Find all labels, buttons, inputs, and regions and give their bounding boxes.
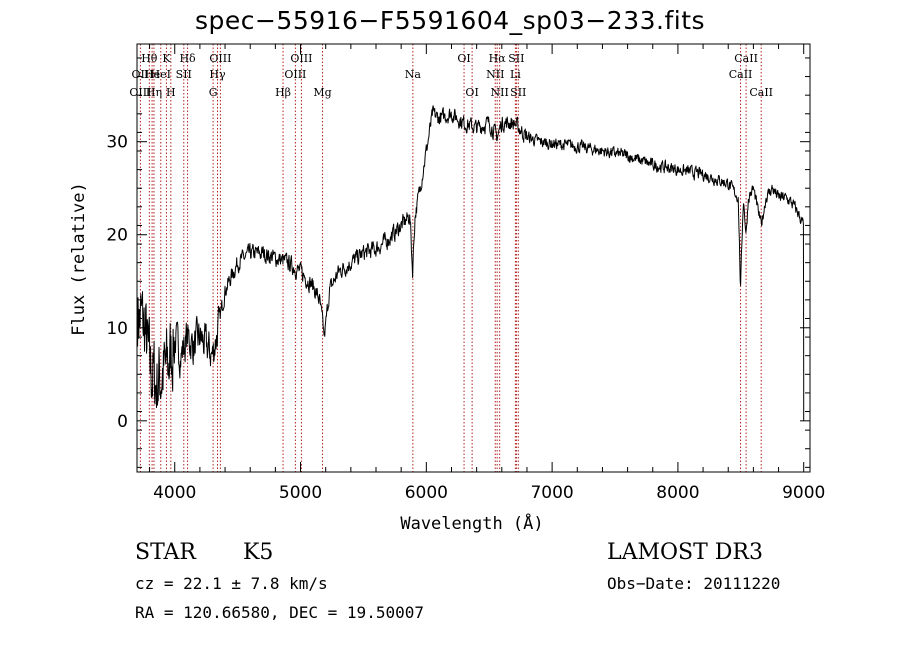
emission-line-labels: Hθ OII OIII He Hη K HeI H Hδ SII OIII Hγ G Hβ OIII OIII… (129, 52, 773, 99)
line-label: Na (405, 68, 422, 81)
object-subclass: K5 (243, 540, 274, 565)
line-label: Hα (489, 52, 507, 65)
line-label: K (162, 52, 171, 65)
line-label: Hθ (141, 52, 158, 65)
y-tick-label: 20 (106, 226, 128, 246)
survey-name: LAMOST DR3 (607, 540, 763, 565)
line-label: OII (132, 68, 150, 81)
line-label: HeI (151, 68, 171, 81)
line-label: CaII (734, 52, 758, 65)
line-label: Hγ (209, 68, 226, 81)
line-label: Hη (146, 86, 162, 99)
x-axis-label: Wavelength (Å) (400, 512, 543, 534)
y-tick-label: 30 (106, 133, 128, 153)
y-axis-label: Flux (relative) (69, 182, 89, 336)
emission-line-markers (139, 44, 762, 472)
line-label: SII (176, 68, 192, 81)
x-tick-label: 9000 (782, 483, 825, 503)
x-tick-label: 6000 (405, 483, 448, 503)
line-label: Hδ (179, 52, 196, 65)
x-tick-label: 8000 (656, 483, 699, 503)
line-label: NII (486, 68, 504, 81)
line-label: SII (510, 86, 526, 99)
x-tick-label: 5000 (279, 483, 322, 503)
line-label: OIII (209, 52, 231, 65)
line-label: Li (510, 68, 521, 81)
y-tick-label: 10 (106, 319, 128, 339)
ra-dec-coordinates: RA = 120.66580, DEC = 19.50007 (135, 603, 424, 622)
x-tick-label: 7000 (530, 483, 573, 503)
line-label: Mg (313, 86, 331, 99)
observation-date: Obs−Date: 20111220 (607, 574, 781, 593)
object-class: STAR (135, 540, 196, 565)
spectrum-line (137, 105, 805, 421)
spectrum-path (137, 105, 805, 421)
chart-title: spec−55916−F5591604_sp03−233.fits (194, 6, 706, 35)
y-tick-label: 0 (117, 412, 128, 432)
line-label: OI (465, 86, 478, 99)
line-label: SII (508, 52, 524, 65)
line-label: H (166, 86, 176, 99)
x-axis: 4000 5000 6000 7000 8000 9000 (149, 44, 825, 503)
line-label: NII (491, 86, 509, 99)
line-label: CaII (729, 68, 753, 81)
line-label: OI (457, 52, 470, 65)
y-axis: 0 10 20 30 (106, 57, 810, 468)
line-label: Hβ (275, 86, 291, 99)
line-label: OIII (290, 52, 312, 65)
line-label: He (144, 68, 160, 81)
line-label: CaII (749, 86, 773, 99)
redshift-cz: cz = 22.1 ± 7.8 km/s (135, 574, 328, 593)
x-tick-label: 4000 (153, 483, 196, 503)
line-label: G (209, 86, 218, 99)
line-label: OIII (129, 86, 151, 99)
line-label: OIII (284, 68, 306, 81)
plot-frame (136, 43, 811, 473)
